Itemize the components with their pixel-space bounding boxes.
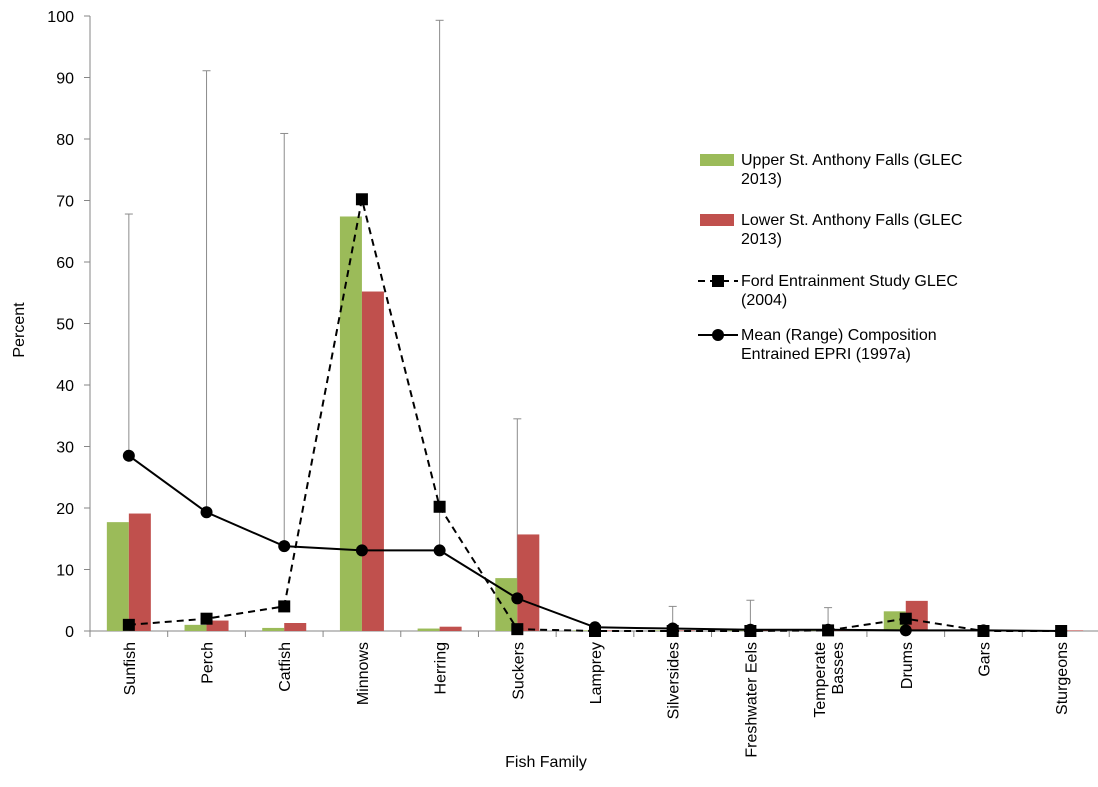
y-tick-label: 60 [56, 255, 74, 272]
y-tick-label: 50 [56, 317, 74, 334]
x-axis-tick-labels: Sunfish Perch Catfish Minnows Herring Suckers… [122, 642, 1071, 758]
point [200, 612, 213, 625]
bar [672, 630, 695, 631]
point [122, 449, 135, 462]
bar [439, 626, 462, 631]
legend-swatch-marker [712, 275, 724, 287]
y-tick-label: 40 [56, 378, 74, 395]
x-tick-label: Gars [976, 642, 993, 677]
bar [728, 630, 751, 631]
y-tick-label: 100 [47, 9, 74, 26]
point [278, 600, 291, 613]
legend-label: Upper St. Anthony Falls (GLEC 2013) [741, 152, 962, 188]
y-tick-label: 20 [56, 501, 74, 518]
y-tick-label: 10 [56, 563, 74, 580]
point [511, 592, 524, 605]
legend-label-line: Ford Entrainment Study GLEC [741, 273, 958, 290]
legend-label: Lower St. Anthony Falls (GLEC 2013) [741, 212, 962, 248]
x-tick-label-line: Sturgeons [1054, 642, 1071, 715]
legend-label-line: 2013) [741, 231, 782, 248]
x-tick-label: Suckers [510, 642, 527, 700]
point [589, 621, 601, 634]
x-tick-label: Silversides [666, 642, 683, 719]
bar [573, 630, 595, 631]
x-tick-label: Drums [899, 642, 916, 689]
bar [106, 522, 129, 631]
x-tick-label-line: Perch [200, 642, 217, 684]
y-axis-title: Percent [11, 302, 28, 358]
x-tick-label: Herring [433, 642, 450, 694]
legend-swatch-marker [712, 329, 724, 341]
plot-area [89, 16, 1098, 637]
x-tick-label-line: Sunfish [122, 642, 139, 695]
bar [361, 291, 384, 631]
bar [517, 534, 540, 631]
legend-label-line: Mean (Range) Composition [741, 327, 937, 344]
y-axis-ticks: 0 10 20 30 40 50 60 70 80 90 100 [47, 9, 90, 641]
legend-label-line: 2013) [741, 171, 782, 188]
x-tick-label-line: Catfish [277, 642, 294, 692]
y-tick-label: 70 [56, 194, 74, 211]
x-tick-label-line: Drums [899, 642, 916, 689]
x-tick-label-line: Herring [433, 642, 450, 694]
point [899, 624, 912, 637]
y-tick-label: 80 [56, 132, 74, 149]
point [977, 624, 990, 637]
legend-swatch [700, 154, 734, 166]
point [355, 193, 368, 206]
x-tick-label: Catfish [277, 642, 294, 692]
point [744, 623, 757, 636]
x-tick-label-line: Gars [976, 642, 993, 677]
legend-label-line: Entrained EPRI (1997a) [741, 346, 911, 363]
point [355, 544, 368, 557]
x-tick-label-line: Minnows [355, 642, 372, 705]
point [1055, 625, 1068, 637]
legend-label-line: Lower St. Anthony Falls (GLEC [741, 212, 962, 229]
bar [339, 216, 362, 632]
x-tick-label-line: Suckers [510, 642, 527, 700]
legend: Upper St. Anthony Falls (GLEC 2013)Lower … [698, 152, 962, 363]
bar [1061, 630, 1084, 631]
legend-swatch [700, 214, 734, 226]
point [666, 622, 679, 635]
x-tick-label-line: Temperate [812, 642, 829, 718]
point [511, 623, 524, 636]
x-tick-label: TemperateBasses [812, 642, 847, 718]
x-tick-label: Sunfish [122, 642, 139, 695]
bar [206, 620, 229, 631]
legend-label-line: Upper St. Anthony Falls (GLEC [741, 152, 962, 169]
x-tick-label-line: Lamprey [588, 642, 605, 704]
x-tick-label: Minnows [355, 642, 372, 705]
bar [284, 623, 307, 631]
point [200, 506, 213, 519]
series-line [128, 199, 1062, 632]
point [433, 500, 446, 513]
bar [495, 578, 518, 631]
bar [417, 628, 440, 631]
bar [262, 627, 285, 631]
y-tick-label: 90 [56, 71, 74, 88]
x-tick-label: Freshwater Eels [743, 642, 760, 758]
x-axis-title: Fish Family [505, 754, 587, 771]
legend-label: Ford Entrainment Study GLEC (2004) [741, 273, 958, 309]
point [278, 540, 291, 553]
x-tick-label-line: Silversides [666, 642, 683, 719]
point [899, 612, 912, 625]
bar [184, 624, 207, 631]
point [122, 618, 135, 631]
point [822, 623, 835, 636]
x-tick-label-line: Freshwater Eels [743, 642, 760, 758]
y-tick-label: 0 [65, 624, 74, 641]
x-tick-label: Lamprey [588, 642, 605, 704]
legend-label-line: (2004) [741, 292, 787, 309]
legend-label: Mean (Range) Composition Entrained EPRI (… [741, 327, 937, 363]
x-tick-label: Perch [200, 642, 217, 684]
x-tick-label: Sturgeons [1054, 642, 1071, 715]
y-tick-label: 30 [56, 440, 74, 457]
x-tick-label-line: Basses [830, 642, 847, 694]
point [433, 544, 446, 557]
bar [128, 513, 151, 631]
